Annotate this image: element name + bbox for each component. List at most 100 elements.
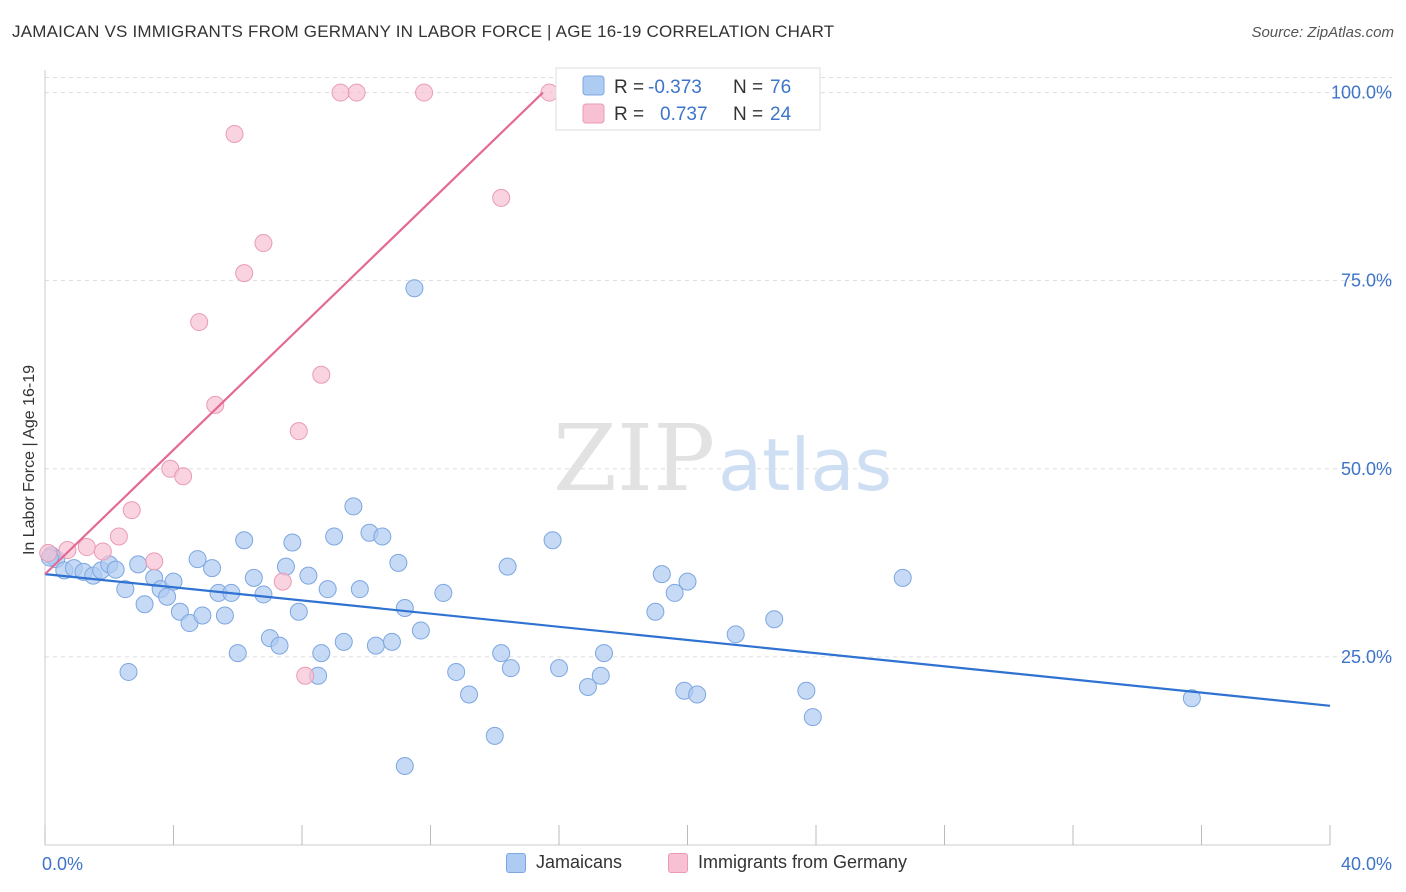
jamaican-point — [350, 580, 369, 599]
germany-point — [289, 422, 308, 441]
y-tick-label: 25.0% — [1341, 647, 1392, 667]
jamaicans-trend-line — [44, 573, 1331, 707]
jamaican-point — [726, 625, 745, 644]
germany-point — [347, 83, 366, 102]
jamaican-point — [276, 557, 295, 576]
germany-point — [190, 313, 209, 332]
jamaican-point — [373, 527, 392, 546]
jamaican-point — [652, 565, 671, 584]
jamaican-point — [334, 632, 353, 651]
bottom-legend: Jamaicans Immigrants from Germany — [0, 852, 1406, 878]
germany-point — [174, 467, 193, 486]
jamaican-point — [550, 659, 568, 678]
jamaican-point — [119, 662, 138, 681]
jamaican-point — [135, 595, 154, 614]
jamaican-point — [106, 560, 125, 579]
legend-r-label-2: R = — [614, 104, 644, 125]
y-tick-label: 100.0% — [1331, 83, 1392, 103]
jamaican-point — [803, 708, 822, 727]
source-label: Source: ZipAtlas.com — [1251, 24, 1394, 41]
legend-n-value-1: 76 — [770, 77, 791, 98]
jamaican-point — [665, 583, 684, 602]
jamaican-point — [215, 606, 234, 625]
germany-point — [296, 666, 315, 685]
legend-label-jamaicans: Jamaicans — [536, 852, 623, 872]
jamaican-point — [325, 527, 344, 546]
jamaican-point — [366, 636, 385, 655]
jamaican-point — [188, 550, 207, 569]
x-tick-label-min: 0.0% — [42, 854, 83, 874]
legend-item-germany: Immigrants from Germany — [668, 852, 907, 873]
jamaican-point — [498, 557, 517, 576]
legend-label-germany: Immigrants from Germany — [698, 852, 908, 872]
germany-points — [39, 83, 588, 685]
swatch-germany — [668, 852, 688, 873]
jamaican-point — [203, 559, 222, 578]
germany-point — [122, 501, 141, 520]
axes — [44, 70, 1331, 846]
jamaican-point — [797, 681, 816, 700]
gridlines — [45, 77, 1392, 658]
watermark: ZIP atlas — [553, 405, 892, 512]
jamaican-point — [501, 659, 520, 678]
jamaican-point — [244, 568, 263, 587]
germany-point — [415, 83, 434, 102]
jamaican-point — [389, 553, 408, 572]
germany-point — [58, 541, 77, 560]
jamaican-point — [594, 644, 613, 663]
jamaican-point — [312, 644, 331, 663]
x-tick-label-max: 40.0% — [1341, 854, 1392, 874]
germany-point — [145, 552, 164, 571]
legend-r-label-1: R = — [614, 77, 644, 98]
jamaican-point — [299, 566, 318, 585]
germany-point — [273, 572, 292, 591]
jamaican-point — [1182, 689, 1201, 708]
germany-point — [225, 124, 244, 143]
watermark-zip: ZIP — [553, 405, 715, 512]
trend-lines — [44, 91, 1331, 707]
y-tick-label: 75.0% — [1341, 271, 1392, 291]
jamaican-point — [193, 606, 212, 625]
jamaican-point — [116, 580, 135, 599]
legend: R = -0.373 N = 76 R = 0.737 N = 24 — [555, 67, 821, 131]
jamaican-point — [765, 610, 784, 629]
jamaican-point — [688, 685, 707, 704]
legend-item-jamaicans: Jamaicans — [506, 852, 622, 873]
germany-point — [540, 83, 559, 102]
germany-point — [235, 264, 254, 283]
germany-point — [39, 544, 58, 563]
jamaican-point — [289, 602, 308, 621]
legend-n-label-1: N = — [733, 77, 763, 98]
jamaican-point — [344, 497, 363, 516]
jamaican-point — [893, 568, 912, 587]
legend-n-value-2: 24 — [770, 104, 792, 125]
jamaican-point — [318, 580, 337, 599]
legend-r-value-2: 0.737 — [660, 104, 708, 125]
jamaican-point — [460, 685, 479, 704]
tick-labels: 25.0% 50.0% 75.0% 100.0% 0.0% 40.0% — [42, 83, 1392, 874]
legend-n-label-2: N = — [733, 104, 763, 125]
jamaican-point — [411, 621, 430, 640]
jamaican-point — [270, 636, 289, 655]
germany-point — [312, 365, 331, 384]
germany-point — [93, 542, 112, 561]
germany-point — [331, 83, 350, 102]
jamaican-point — [678, 572, 697, 591]
jamaican-point — [447, 662, 466, 681]
jamaican-point — [129, 555, 148, 574]
chart-title: JAMAICAN VS IMMIGRANTS FROM GERMANY IN L… — [12, 22, 835, 41]
jamaican-point — [158, 587, 177, 606]
jamaican-point — [434, 583, 453, 602]
jamaican-point — [405, 279, 424, 298]
jamaican-point — [543, 531, 562, 550]
y-tick-label: 50.0% — [1341, 459, 1392, 479]
germany-trend-line — [44, 91, 544, 575]
jamaican-point — [591, 666, 610, 685]
germany-point — [492, 188, 511, 207]
legend-r-value-1: -0.373 — [648, 77, 702, 98]
jamaican-point — [228, 644, 247, 663]
legend-swatch-blue — [582, 75, 605, 96]
germany-point — [254, 234, 273, 253]
jamaican-point — [382, 632, 401, 651]
